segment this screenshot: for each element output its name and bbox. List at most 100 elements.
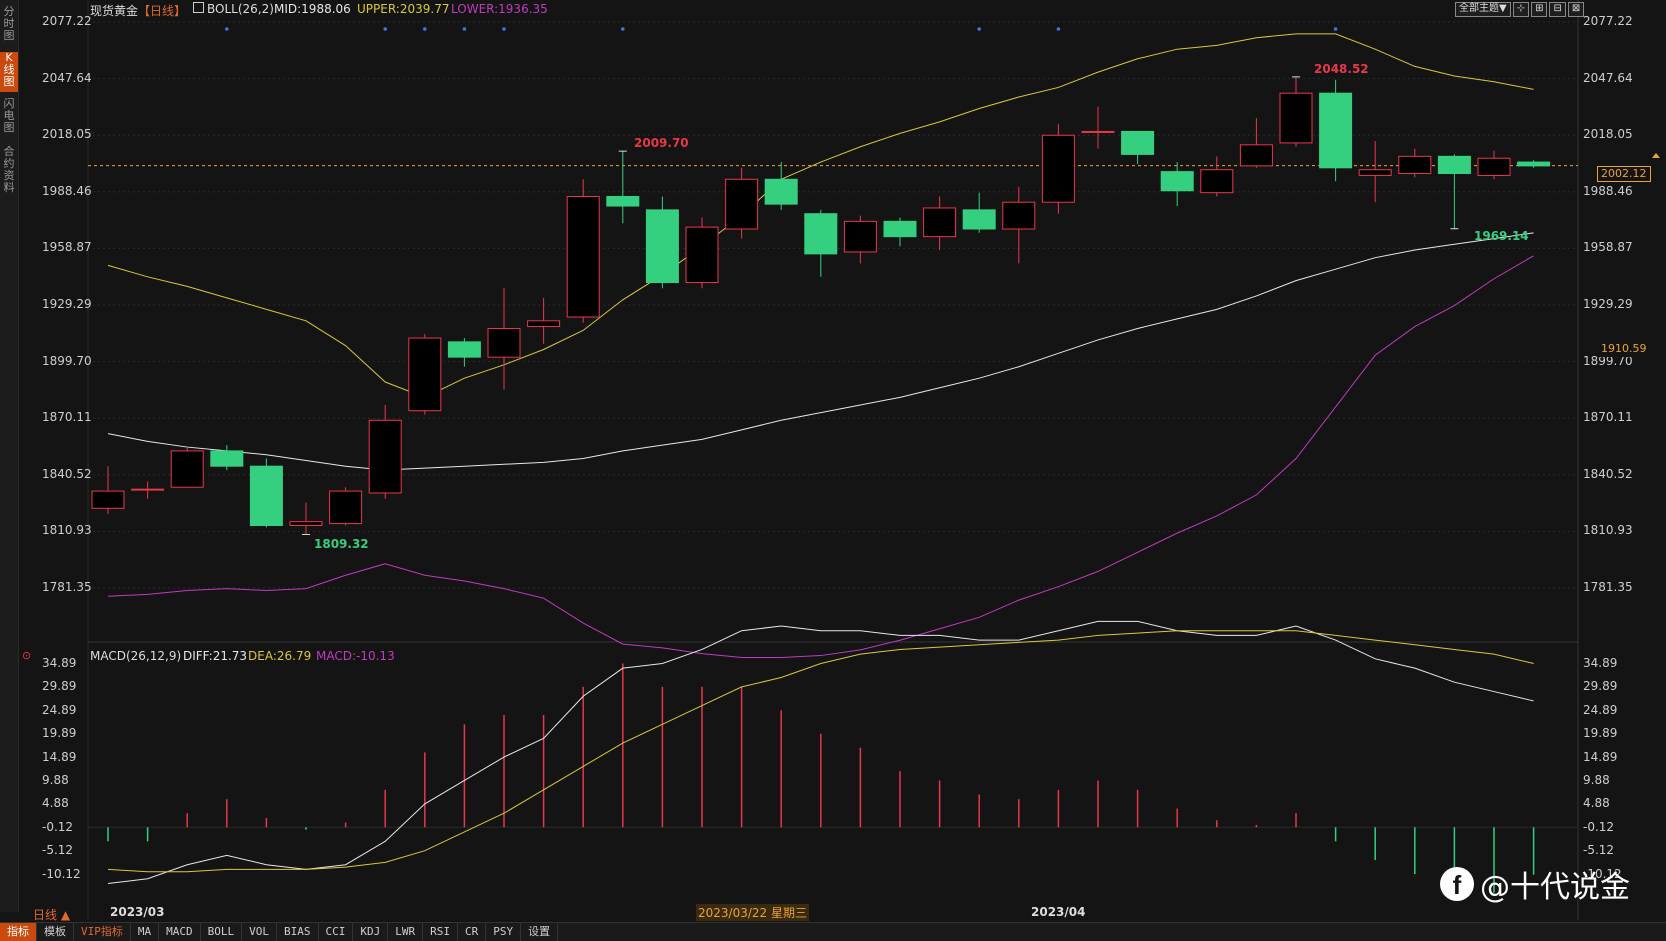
- price-axis-tick-l: 1988.46: [42, 183, 92, 198]
- macd-axis-tick-r: 14.89: [1583, 749, 1618, 764]
- indicator-tab-lwr[interactable]: LWR: [388, 923, 424, 941]
- indicator-tab-模板[interactable]: 模板: [37, 923, 74, 941]
- annotation-high-2: 2048.52: [1314, 62, 1369, 76]
- macd-axis-tick-r: 9.88: [1583, 773, 1610, 787]
- event-marker: [977, 27, 981, 31]
- macd-settings-icon[interactable]: ⊙: [22, 649, 32, 662]
- candle-body: [210, 450, 244, 467]
- macd-axis-tick-r: 29.89: [1583, 679, 1618, 694]
- candle-body: [883, 220, 917, 238]
- candle-body: [1081, 130, 1115, 133]
- macd-axis-tick-l: -0.12: [42, 819, 74, 834]
- facebook-icon: f: [1440, 867, 1474, 901]
- candle-body: [1200, 169, 1234, 194]
- tab-time-chart[interactable]: 分时图: [3, 5, 15, 42]
- macd-axis-tick-l: 29.89: [42, 679, 77, 694]
- period-selector[interactable]: 日线 ▲: [33, 908, 71, 922]
- layout-icon[interactable]: ⊞: [1531, 2, 1548, 17]
- event-marker: [502, 27, 506, 31]
- indicator-tab-cr[interactable]: CR: [458, 923, 487, 941]
- event-marker: [621, 27, 625, 31]
- zoom-out-icon[interactable]: ⊟: [1549, 2, 1566, 17]
- candle-body: [91, 490, 125, 509]
- macd-axis-tick-l: 34.89: [42, 656, 77, 670]
- chart-canvas[interactable]: [0, 0, 1666, 920]
- date-label-april: 2023/04: [1031, 905, 1086, 919]
- price-axis-tick-r: 2047.64: [1583, 70, 1633, 85]
- indicator-tab-vip指标[interactable]: VIP指标: [74, 923, 131, 941]
- candle-body: [289, 521, 323, 526]
- indicator-tab-boll[interactable]: BOLL: [201, 923, 243, 941]
- price-axis-tick-r: 1958.87: [1583, 240, 1633, 255]
- indicator-tab-vol[interactable]: VOL: [242, 923, 277, 941]
- indicator-tab-cci[interactable]: CCI: [319, 923, 354, 941]
- candle-body: [1041, 134, 1075, 203]
- macd-axis-tick-l: -10.12: [42, 866, 81, 881]
- macd-diff-value: DIFF:21.73: [183, 649, 248, 663]
- theme-dropdown[interactable]: 全部主题▼: [1455, 2, 1511, 17]
- macd-indicator-label[interactable]: MACD(26,12,9): [90, 649, 182, 663]
- indicator-tab-macd[interactable]: MACD: [159, 923, 201, 941]
- indicator-tab-ma[interactable]: MA: [131, 923, 160, 941]
- candle-body: [1398, 155, 1432, 175]
- candle-body: [1279, 92, 1313, 144]
- tab-flash-chart[interactable]: 闪电图: [3, 97, 15, 134]
- candle-body: [170, 450, 204, 488]
- price-axis-tick-r: 1781.35: [1583, 580, 1633, 594]
- price-axis-tick-l: 2018.05: [42, 127, 92, 142]
- macd-axis-tick-r: -0.12: [1583, 819, 1615, 834]
- price-axis-tick-r: 1899.70: [1583, 353, 1633, 368]
- price-axis-tick-r: 2077.22: [1583, 14, 1633, 28]
- macd-axis-tick-l: 4.88: [42, 796, 69, 811]
- instrument-name: 现货黄金: [90, 4, 139, 18]
- tab-kline-chart[interactable]: K线图: [0, 52, 18, 92]
- price-axis-tick-r: 1810.93: [1583, 523, 1633, 538]
- candle-body: [249, 465, 283, 526]
- macd-axis-tick-l: 24.89: [42, 702, 77, 717]
- macd-axis-tick-l: 9.88: [42, 773, 69, 787]
- candle-body: [1437, 155, 1471, 175]
- candle-body: [923, 207, 957, 238]
- candle-body: [527, 320, 561, 328]
- boll-indicator-label[interactable]: BOLL(26,2): [207, 2, 274, 16]
- indicator-tab-bar: 指标 模板 VIP指标 MA MACD BOLL VOL BIAS CCI KDJ LWR RSI CR…: [0, 922, 1666, 941]
- macd-axis-tick-l: 14.89: [42, 749, 77, 764]
- crosshair-icon[interactable]: ⊹: [1512, 2, 1530, 17]
- boll-mid-line: [107, 232, 1534, 471]
- candle-body: [329, 490, 363, 525]
- candle-body: [1121, 130, 1155, 155]
- watermark: f @十代说金: [1440, 862, 1630, 906]
- price-axis-tick-l: 1958.87: [42, 240, 92, 255]
- macd-dea-line: [107, 630, 1534, 873]
- macd-axis-tick-r: 19.89: [1583, 726, 1618, 741]
- price-axis-tick-l: 2077.22: [42, 14, 92, 28]
- watermark-text: @十代说金: [1480, 870, 1630, 905]
- macd-macd-value: MACD:-10.13: [316, 649, 395, 663]
- annotation-low-1: 1809.32: [314, 537, 369, 551]
- date-label-start: 2023/03: [110, 905, 165, 919]
- tab-contract-info[interactable]: 合约资料: [3, 145, 15, 194]
- event-marker: [383, 27, 388, 31]
- indicator-tab-kdj[interactable]: KDJ: [353, 923, 389, 941]
- candle-body: [368, 419, 402, 494]
- current-price-tag: 2002.12: [1597, 166, 1651, 182]
- indicator-tab-psy[interactable]: PSY: [486, 923, 522, 941]
- candle-body: [645, 209, 679, 284]
- indicator-tab-rsi[interactable]: RSI: [423, 923, 458, 941]
- price-axis-tick-r: 1840.52: [1583, 466, 1633, 481]
- boll-mid-value: MID:1988.06: [274, 2, 351, 16]
- close-panel-icon[interactable]: ⊠: [1567, 2, 1585, 17]
- candle-body: [962, 209, 996, 230]
- current-price-arrow: [1652, 153, 1660, 158]
- annotation-low-2: 1969.14: [1474, 229, 1529, 243]
- candle-body: [606, 195, 640, 207]
- price-axis-tick-l: 1840.52: [42, 466, 92, 481]
- indicator-tab-设置[interactable]: 设置: [521, 923, 559, 941]
- boll-lower-value: LOWER:1936.35: [451, 2, 548, 16]
- indicator-tab-bias[interactable]: BIAS: [277, 923, 319, 941]
- candle-body: [1477, 157, 1511, 176]
- candle-body: [1517, 161, 1551, 167]
- indicator-tab-指标[interactable]: 指标: [0, 923, 37, 941]
- sidebar-view-tabs: 分时图 K线图 闪电图 合约资料: [0, 0, 19, 912]
- price-axis-tick-l: 1899.70: [42, 353, 92, 368]
